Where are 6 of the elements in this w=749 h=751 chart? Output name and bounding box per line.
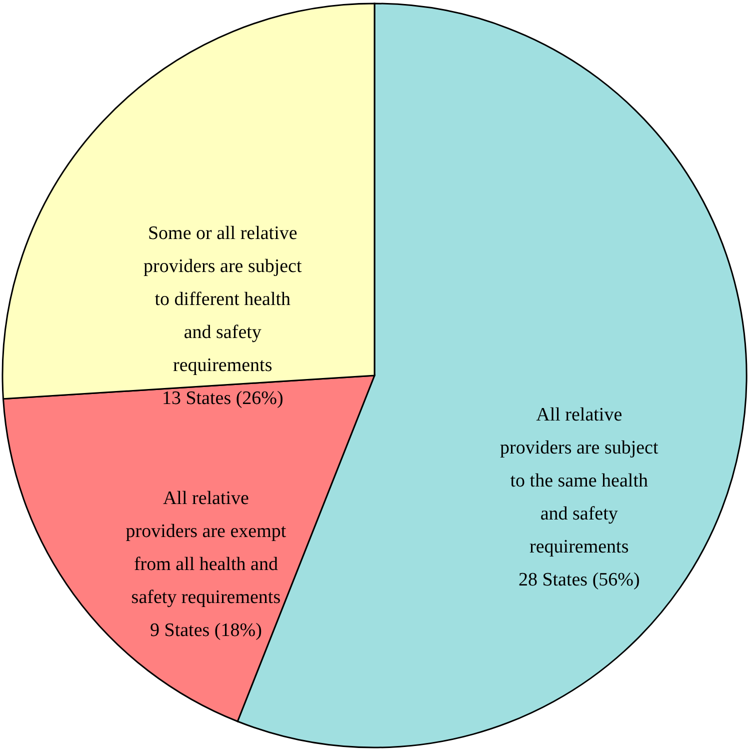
slice-label: All relative providers are exempt from all health and safety requirements — [126, 488, 287, 608]
data-label: 28 States (56%) — [518, 570, 640, 591]
slice-label: All relative providers are subject to the same health and safety requirements — [500, 404, 659, 558]
data-label: 13 States (26%) — [162, 388, 284, 409]
data-label: 9 States (18%) — [150, 620, 262, 641]
slice-label: Some or all relative providers are subject to different health and safety requirements — [144, 222, 302, 376]
